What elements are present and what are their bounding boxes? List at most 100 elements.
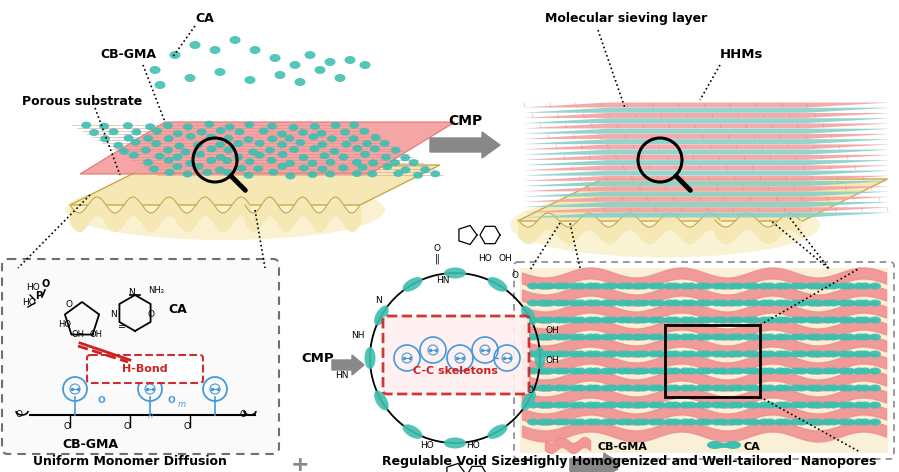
- Polygon shape: [523, 144, 891, 150]
- Ellipse shape: [780, 300, 792, 306]
- Ellipse shape: [748, 402, 761, 408]
- Ellipse shape: [163, 122, 173, 129]
- Text: H-Bond: H-Bond: [122, 364, 168, 374]
- Polygon shape: [523, 197, 891, 202]
- Ellipse shape: [837, 283, 850, 289]
- Ellipse shape: [537, 368, 549, 374]
- Polygon shape: [523, 160, 891, 165]
- Ellipse shape: [759, 300, 770, 306]
- Ellipse shape: [717, 351, 729, 357]
- Ellipse shape: [822, 351, 833, 357]
- FancyBboxPatch shape: [87, 355, 203, 383]
- Ellipse shape: [726, 351, 739, 357]
- Ellipse shape: [360, 128, 369, 135]
- Ellipse shape: [647, 419, 660, 425]
- Ellipse shape: [654, 351, 665, 357]
- Ellipse shape: [215, 167, 225, 174]
- Polygon shape: [80, 122, 455, 174]
- Ellipse shape: [298, 165, 309, 172]
- Ellipse shape: [685, 402, 697, 408]
- Ellipse shape: [569, 317, 581, 323]
- Ellipse shape: [647, 368, 660, 374]
- Ellipse shape: [591, 283, 602, 289]
- Text: n: n: [148, 411, 153, 420]
- Ellipse shape: [654, 300, 665, 306]
- Ellipse shape: [632, 317, 644, 323]
- Ellipse shape: [360, 151, 370, 158]
- Ellipse shape: [527, 351, 539, 357]
- Ellipse shape: [711, 317, 723, 323]
- Ellipse shape: [352, 159, 361, 166]
- Ellipse shape: [685, 385, 697, 391]
- Ellipse shape: [316, 130, 326, 137]
- Ellipse shape: [654, 317, 665, 323]
- Text: Molecular sieving layer: Molecular sieving layer: [545, 12, 708, 25]
- Ellipse shape: [537, 334, 549, 340]
- Ellipse shape: [289, 61, 300, 69]
- Ellipse shape: [584, 419, 596, 425]
- Ellipse shape: [123, 135, 134, 142]
- Ellipse shape: [701, 351, 713, 357]
- Ellipse shape: [806, 300, 818, 306]
- Ellipse shape: [822, 334, 833, 340]
- Ellipse shape: [764, 402, 776, 408]
- Ellipse shape: [632, 385, 644, 391]
- Ellipse shape: [537, 385, 549, 391]
- Ellipse shape: [711, 334, 723, 340]
- Text: NH: NH: [352, 331, 365, 340]
- Ellipse shape: [444, 268, 466, 278]
- Text: P: P: [35, 291, 42, 301]
- Ellipse shape: [569, 419, 581, 425]
- Ellipse shape: [606, 368, 618, 374]
- Ellipse shape: [806, 334, 818, 340]
- Text: CB-GMA: CB-GMA: [62, 438, 118, 451]
- Ellipse shape: [149, 166, 159, 172]
- Ellipse shape: [790, 368, 802, 374]
- Polygon shape: [523, 129, 891, 134]
- Ellipse shape: [726, 317, 739, 323]
- Ellipse shape: [743, 419, 754, 425]
- Ellipse shape: [409, 159, 419, 166]
- Ellipse shape: [369, 160, 378, 166]
- Ellipse shape: [790, 300, 802, 306]
- FancyArrow shape: [430, 132, 500, 158]
- Polygon shape: [523, 192, 891, 196]
- Ellipse shape: [822, 368, 833, 374]
- Text: N: N: [375, 296, 381, 305]
- Ellipse shape: [827, 402, 840, 408]
- Ellipse shape: [733, 385, 744, 391]
- Ellipse shape: [149, 66, 161, 74]
- Text: CA: CA: [168, 303, 187, 316]
- Ellipse shape: [837, 419, 850, 425]
- Ellipse shape: [569, 385, 581, 391]
- Bar: [520, 268, 888, 453]
- Ellipse shape: [152, 128, 162, 135]
- Ellipse shape: [790, 419, 802, 425]
- Ellipse shape: [796, 351, 808, 357]
- Ellipse shape: [274, 71, 286, 79]
- Ellipse shape: [143, 135, 153, 142]
- Ellipse shape: [733, 419, 744, 425]
- Ellipse shape: [647, 385, 660, 391]
- Ellipse shape: [165, 169, 174, 176]
- Ellipse shape: [837, 368, 850, 374]
- Ellipse shape: [806, 351, 818, 357]
- Ellipse shape: [558, 402, 571, 408]
- Ellipse shape: [601, 402, 612, 408]
- Ellipse shape: [558, 317, 571, 323]
- Ellipse shape: [680, 283, 691, 289]
- Ellipse shape: [130, 139, 140, 146]
- Ellipse shape: [812, 368, 823, 374]
- Ellipse shape: [748, 368, 761, 374]
- Ellipse shape: [537, 419, 549, 425]
- Text: OH: OH: [90, 330, 103, 339]
- Ellipse shape: [843, 419, 855, 425]
- Polygon shape: [523, 108, 891, 113]
- Ellipse shape: [743, 385, 754, 391]
- Ellipse shape: [859, 351, 871, 357]
- Ellipse shape: [622, 368, 634, 374]
- Ellipse shape: [654, 368, 665, 374]
- Text: HO: HO: [22, 298, 36, 307]
- Ellipse shape: [822, 402, 833, 408]
- Ellipse shape: [717, 334, 729, 340]
